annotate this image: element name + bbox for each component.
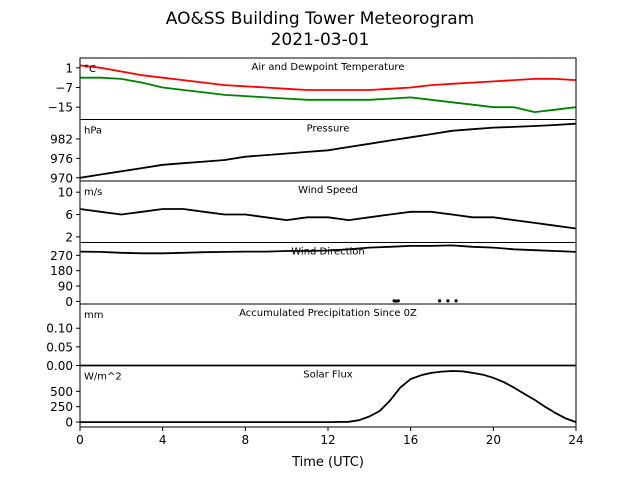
x-tick-label: 12 bbox=[320, 433, 335, 447]
panel-temperature: 1 −7 −15 Air and Dewpoint Temperature °C bbox=[48, 57, 577, 120]
wind_direction-series-line-0 bbox=[79, 244, 577, 255]
solar_flux-y-tick-label: 0 bbox=[65, 416, 73, 430]
figure-subtitle: 2021-03-01 bbox=[271, 30, 370, 50]
x-tick-label: 16 bbox=[403, 433, 418, 447]
temperature-y-tick-label: 1 bbox=[65, 61, 73, 75]
precipitation-y-tick-label: 0.10 bbox=[46, 322, 73, 336]
x-tick-label: 24 bbox=[568, 433, 583, 447]
pressure-y-tick-label: 976 bbox=[50, 152, 73, 166]
wind_speed-y-tick-label: 2 bbox=[65, 230, 73, 244]
x-axis: 0 4 8 12 16 20 24 bbox=[76, 427, 584, 447]
solar_flux-panel-title: Solar Flux bbox=[303, 370, 353, 381]
precipitation-y-tick-label: 0.05 bbox=[46, 340, 73, 354]
x-tick-label: 4 bbox=[159, 433, 167, 447]
wind_direction-point bbox=[438, 299, 442, 303]
solar_flux-unit-label: W/m^2 bbox=[84, 372, 122, 383]
wind_direction-y-tick-label: 90 bbox=[58, 280, 73, 294]
x-axis-label: Time (UTC) bbox=[291, 455, 364, 470]
solar_flux-y-tick-label: 500 bbox=[50, 385, 73, 399]
x-tick-label: 8 bbox=[242, 433, 250, 447]
temperature-series-line-1 bbox=[80, 76, 577, 113]
wind_direction-y-tick-label: 0 bbox=[65, 295, 73, 309]
wind_direction-panel-title: Wind Direction bbox=[291, 247, 365, 258]
precipitation-panel-title: Accumulated Precipitation Since 0Z bbox=[239, 308, 417, 319]
pressure-unit-label: hPa bbox=[84, 126, 102, 137]
pressure-series-line-0 bbox=[79, 122, 577, 179]
wind_direction-y-tick-label: 180 bbox=[50, 264, 73, 278]
wind_speed-y-tick-label: 6 bbox=[65, 208, 73, 222]
precipitation-unit-label: mm bbox=[84, 310, 103, 321]
temperature-y-tick-label: −15 bbox=[48, 101, 73, 115]
wind_speed-panel-title: Wind Speed bbox=[298, 185, 358, 196]
solar_flux-series-line-0 bbox=[80, 370, 577, 424]
wind_speed-y-tick-label: 10 bbox=[58, 186, 73, 200]
precipitation-y-tick-label: 0.00 bbox=[46, 359, 73, 373]
panel-pressure: 982 976 970 Pressure hPa bbox=[50, 119, 577, 185]
figure-title: AO&SS Building Tower Meteorogram bbox=[166, 9, 474, 29]
pressure-y-tick-label: 970 bbox=[50, 171, 73, 185]
pressure-y-tick-label: 982 bbox=[50, 132, 73, 146]
wind_direction-y-tick-label: 270 bbox=[50, 249, 73, 263]
x-tick-label: 0 bbox=[76, 433, 84, 447]
temperature-unit-label: °C bbox=[84, 64, 96, 75]
wind_speed-unit-label: m/s bbox=[84, 187, 102, 198]
solar_flux-y-tick-label: 250 bbox=[50, 400, 73, 414]
wind_direction-point bbox=[446, 299, 450, 303]
temperature-panel-title: Air and Dewpoint Temperature bbox=[252, 62, 405, 73]
temperature-y-tick-label: −7 bbox=[55, 81, 73, 95]
temperature-series-line-0 bbox=[79, 64, 577, 91]
x-tick-label: 20 bbox=[486, 433, 501, 447]
wind_direction-point bbox=[396, 299, 400, 303]
wind_speed-series-line-0 bbox=[79, 208, 577, 230]
pressure-panel-title: Pressure bbox=[307, 124, 350, 135]
wind_direction-point bbox=[454, 299, 458, 303]
